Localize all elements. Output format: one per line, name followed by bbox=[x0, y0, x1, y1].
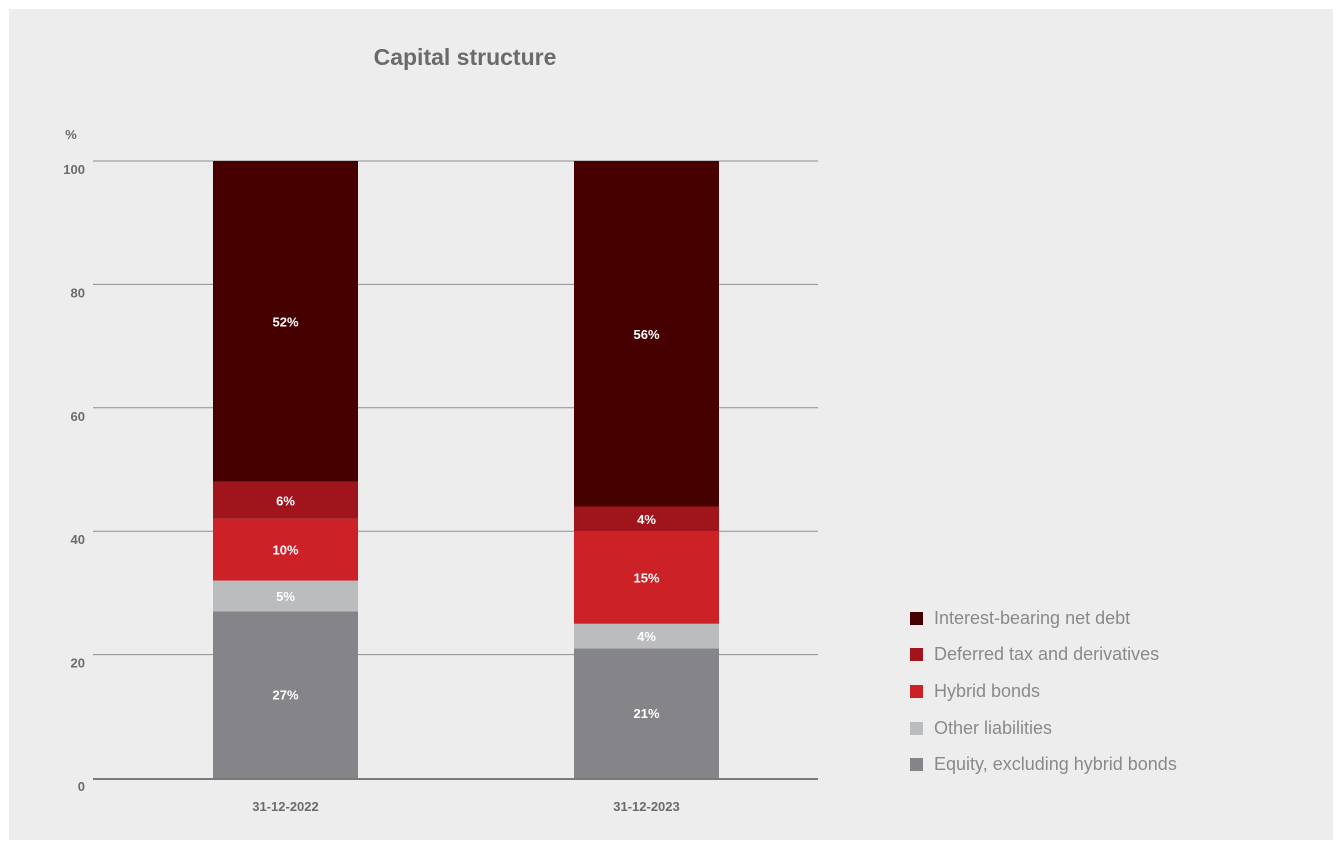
data-label: 10% bbox=[272, 543, 298, 558]
data-label: 21% bbox=[633, 706, 659, 721]
bar-segment bbox=[213, 611, 358, 778]
legend-label: Interest-bearing net debt bbox=[934, 607, 1131, 628]
bar-segment bbox=[213, 481, 358, 519]
legend-swatch bbox=[910, 758, 923, 772]
chart-title: Capital structure bbox=[373, 44, 557, 70]
legend-label: Hybrid bonds bbox=[934, 680, 1041, 701]
legend-label: Deferred tax and derivatives bbox=[934, 644, 1160, 665]
y-tick-label: 100 bbox=[63, 162, 85, 177]
legend-swatch bbox=[910, 648, 923, 662]
y-axis-label: % bbox=[65, 127, 77, 142]
data-label: 6% bbox=[276, 493, 295, 508]
bar-segment bbox=[574, 531, 719, 624]
legend-item: Deferred tax and derivatives bbox=[910, 637, 1177, 674]
legend-swatch bbox=[910, 684, 923, 698]
y-tick-label: 0 bbox=[78, 779, 85, 794]
y-tick-label: 20 bbox=[71, 656, 85, 671]
data-label: 27% bbox=[272, 688, 298, 703]
bar-segment bbox=[213, 580, 358, 612]
data-label: 4% bbox=[637, 512, 656, 527]
legend-item: Interest-bearing net debt bbox=[910, 600, 1177, 637]
bar-segment bbox=[213, 518, 358, 581]
data-label: 56% bbox=[633, 327, 659, 342]
legend-swatch bbox=[910, 611, 923, 625]
legend-item: Equity, excluding hybrid bonds bbox=[910, 746, 1177, 783]
legend-swatch bbox=[910, 721, 923, 735]
bar-segment bbox=[574, 623, 719, 649]
bar-segment bbox=[574, 161, 719, 507]
axes: 0 20 40 60 80 100% 31-12-2022 31-12-2023 bbox=[63, 127, 818, 814]
y-tick-label: 80 bbox=[71, 285, 85, 300]
data-labels: 27% 5% 10% 6% 52% 21% 4% 15% 4% 56% bbox=[272, 314, 659, 721]
bars bbox=[213, 161, 719, 778]
y-tick-label: 40 bbox=[71, 532, 85, 547]
data-label: 4% bbox=[637, 629, 656, 644]
bar-segment bbox=[574, 506, 719, 532]
x-tick-label: 31-12-2022 bbox=[252, 799, 319, 814]
legend-item: Hybrid bonds bbox=[910, 673, 1177, 710]
x-tick-label: 31-12-2023 bbox=[613, 799, 680, 814]
legend-label: Other liabilities bbox=[934, 717, 1053, 738]
data-label: 52% bbox=[272, 314, 298, 329]
y-tick-label: 60 bbox=[71, 409, 85, 424]
legend-item: Other liabilities bbox=[910, 710, 1177, 747]
data-label: 5% bbox=[276, 589, 295, 604]
legend-label: Equity, excluding hybrid bonds bbox=[934, 754, 1177, 775]
data-label: 15% bbox=[633, 570, 659, 585]
legend: Interest-bearing net debt Deferred tax an… bbox=[910, 600, 1177, 783]
bar-segment bbox=[213, 161, 358, 482]
bar-segment bbox=[574, 648, 719, 778]
